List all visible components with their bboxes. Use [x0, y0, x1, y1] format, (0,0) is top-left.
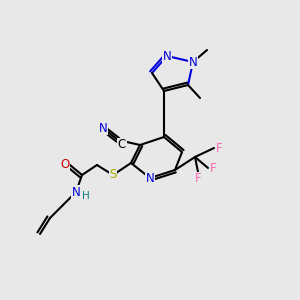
- Text: O: O: [60, 158, 70, 172]
- Text: N: N: [72, 185, 80, 199]
- Text: F: F: [195, 172, 201, 185]
- Text: H: H: [82, 191, 90, 201]
- Text: N: N: [146, 172, 154, 184]
- Text: S: S: [109, 169, 117, 182]
- Text: N: N: [99, 122, 107, 134]
- Text: F: F: [216, 142, 222, 154]
- Text: N: N: [189, 56, 197, 68]
- Text: F: F: [210, 161, 216, 175]
- Text: N: N: [163, 50, 171, 62]
- Text: C: C: [118, 139, 126, 152]
